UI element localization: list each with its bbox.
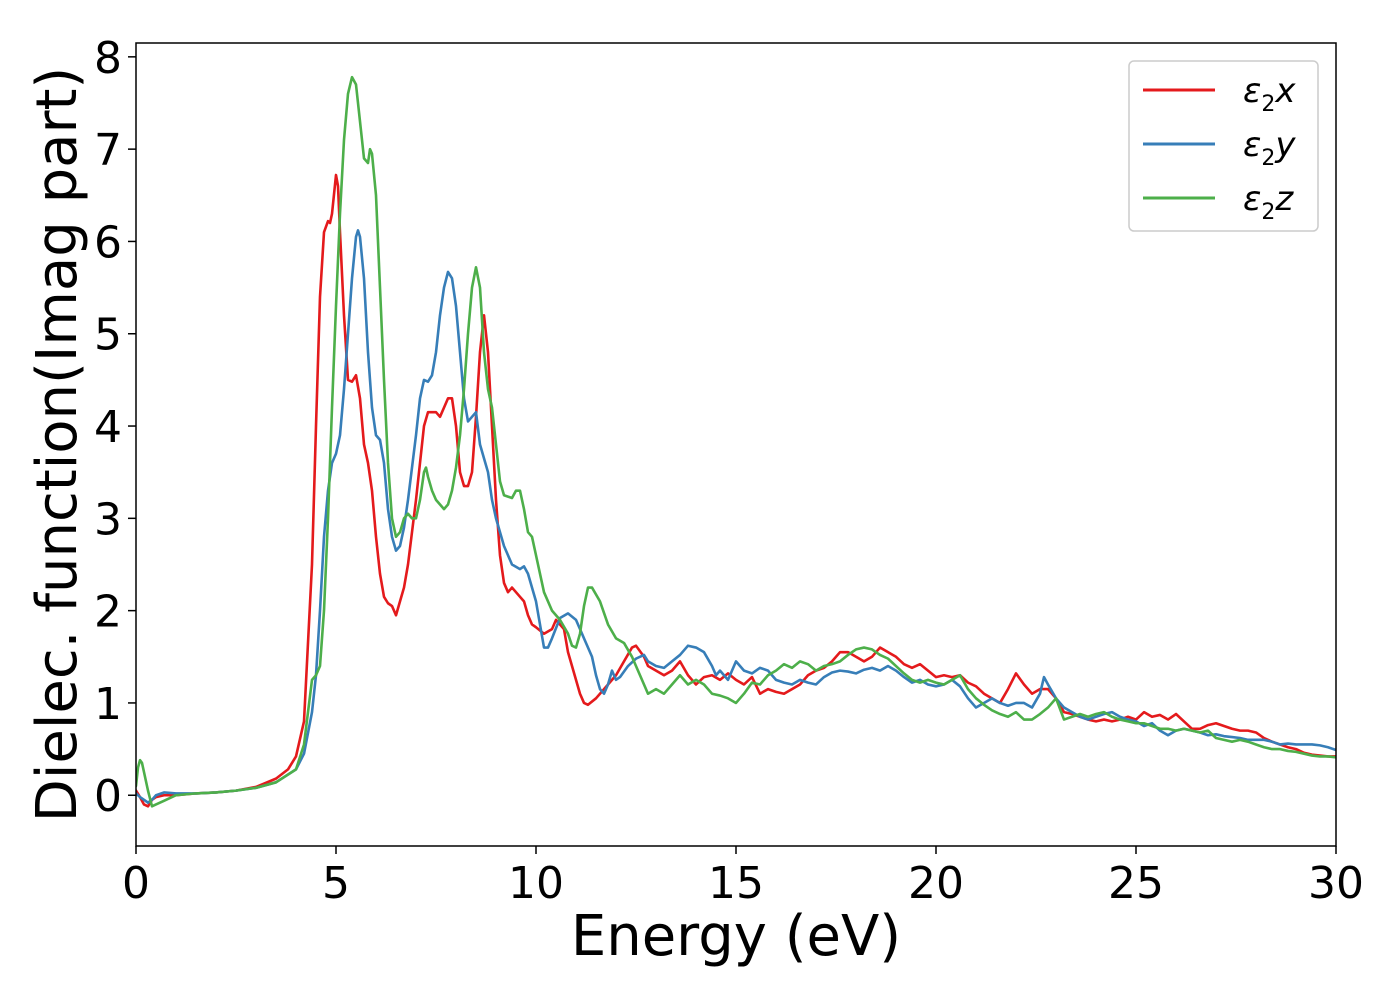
y-tick-label: 4 xyxy=(94,402,122,453)
legend-box xyxy=(1128,60,1319,232)
y-tick-label: 1 xyxy=(94,679,122,730)
x-axis-ticks: 0 5 10 15 20 25 30 xyxy=(122,846,1364,909)
y-tick-label: 3 xyxy=(94,494,122,545)
series-line-z xyxy=(136,75,1336,808)
x-tick-label: 20 xyxy=(908,858,964,909)
legend: ε2x ε2y ε2z xyxy=(1128,60,1319,232)
series-layer xyxy=(136,75,1336,808)
y-tick-label: 8 xyxy=(94,33,122,84)
x-axis-title: Energy (eV) xyxy=(571,904,901,969)
x-tick-label: 0 xyxy=(122,858,150,909)
series-line-y xyxy=(136,229,1336,804)
axes-layer: 0 5 10 15 20 25 30 0 1 2 3 4 5 6 7 8 Energy (eV) Diele… xyxy=(25,33,1364,969)
x-tick-label: 10 xyxy=(508,858,564,909)
y-tick-label: 6 xyxy=(94,217,122,268)
y-axis-title: Dielec. function(Imag part) xyxy=(25,67,90,823)
legend-label: ε2x xyxy=(1243,71,1296,117)
legend-items: ε2x ε2y ε2z xyxy=(1143,71,1296,225)
x-tick-label: 5 xyxy=(322,858,350,909)
legend-item-x: ε2x xyxy=(1143,71,1296,117)
y-tick-label: 0 xyxy=(94,771,122,822)
legend-label: ε2y xyxy=(1243,125,1296,171)
legend-item-z: ε2z xyxy=(1143,179,1294,225)
x-tick-label: 25 xyxy=(1108,858,1164,909)
x-tick-label: 15 xyxy=(708,858,764,909)
y-tick-label: 2 xyxy=(94,587,122,638)
x-tick-label: 30 xyxy=(1308,858,1364,909)
y-axis-ticks: 0 1 2 3 4 5 6 7 8 xyxy=(94,33,136,822)
series-line-x xyxy=(136,173,1336,808)
legend-label: ε2z xyxy=(1243,179,1294,225)
y-tick-label: 7 xyxy=(94,125,122,176)
y-tick-label: 5 xyxy=(94,310,122,361)
legend-item-y: ε2y xyxy=(1143,125,1296,171)
